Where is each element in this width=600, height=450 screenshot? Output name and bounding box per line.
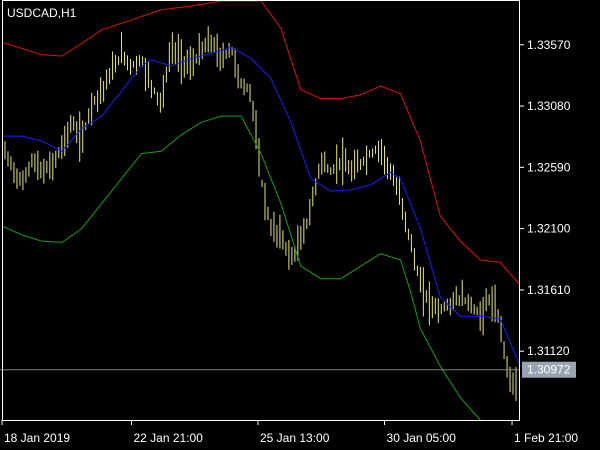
- price-tick-label: 1.32590: [527, 160, 571, 174]
- price-tick-label: 1.31120: [527, 344, 570, 358]
- plot-frame: [2, 0, 520, 421]
- current-price-marker: 1.30972: [522, 361, 576, 378]
- price-tick-label: 1.32100: [527, 222, 571, 236]
- price-tick-label: 1.31610: [527, 283, 571, 297]
- current-price-box: [522, 361, 576, 378]
- time-tick-label: 30 Jan 05:00: [387, 431, 457, 445]
- symbol-label: USDCAD,H1: [7, 6, 77, 20]
- time-axis[interactable]: 18 Jan 2019 22 Jan 21:00 25 Jan 13:00 30 Ja…: [1, 420, 578, 445]
- lower-band-line: [1, 115, 481, 421]
- middle-band-line: [2, 46, 521, 367]
- time-tick-label: 22 Jan 21:00: [134, 431, 204, 445]
- time-tick-label: 1 Feb 21:00: [514, 431, 578, 445]
- time-tick-label: 18 Jan 2019: [4, 431, 70, 445]
- price-tick-label: 1.33570: [527, 38, 571, 52]
- price-tick-label: 1.33080: [527, 99, 571, 113]
- indicator-lines: [1, 0, 521, 421]
- upper-band-line: [1, 0, 521, 286]
- price-axis[interactable]: 1.33570 1.33080 1.32590 1.32100 1.31610 1.311…: [520, 38, 571, 358]
- current-price-label: 1.30972: [527, 363, 571, 377]
- time-tick-label: 25 Jan 13:00: [260, 431, 330, 445]
- price-bars: [4, 26, 517, 401]
